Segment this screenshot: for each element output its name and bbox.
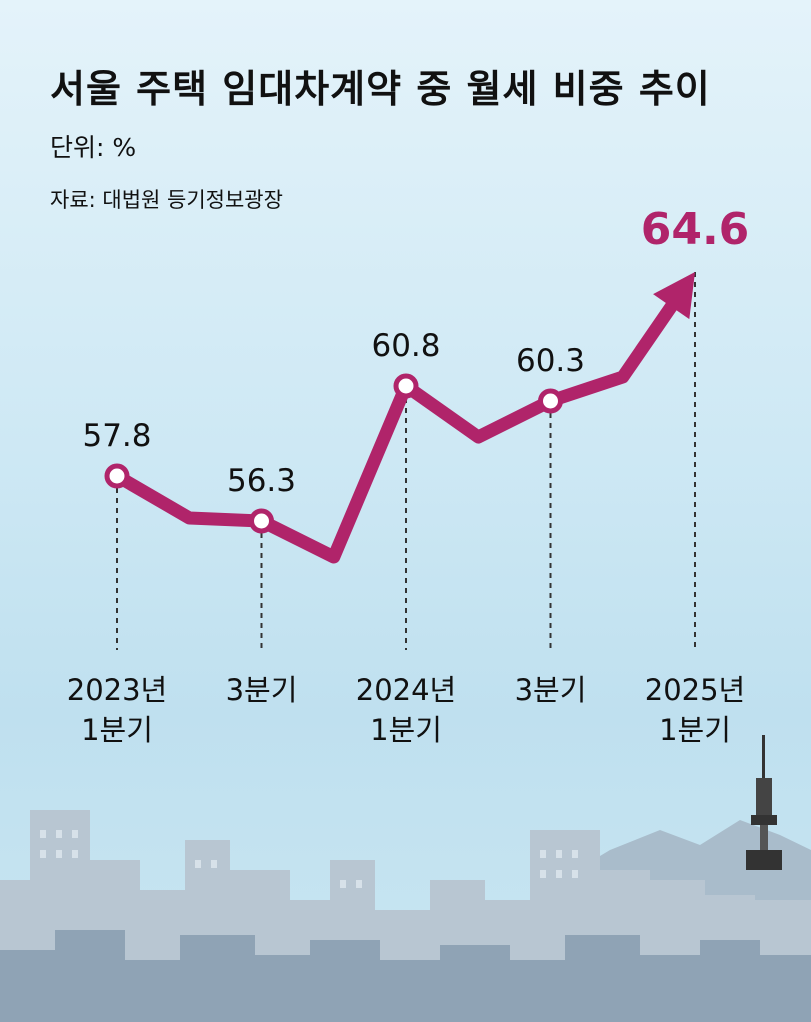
data-point-marker xyxy=(538,388,563,414)
category-label: 1분기 xyxy=(659,713,731,747)
category-label: 1분기 xyxy=(370,713,442,747)
category-label: 2024년 xyxy=(356,673,456,707)
data-point-marker xyxy=(249,508,274,534)
seoul-tower-icon xyxy=(746,735,782,870)
city-skyline-illustration xyxy=(0,735,811,1022)
value-label: 56.3 xyxy=(227,463,296,499)
arrowhead xyxy=(653,272,695,320)
category-label: 2023년 xyxy=(67,673,167,707)
category-label: 3분기 xyxy=(515,673,587,707)
unit-label: 단위: % xyxy=(50,133,137,162)
value-label: 60.3 xyxy=(516,343,585,379)
chart-title: 서울 주택 임대차계약 중 월세 비중 추이 xyxy=(50,67,711,111)
source-label: 자료: 대법원 등기정보광장 xyxy=(50,188,283,212)
category-label: 1분기 xyxy=(81,713,153,747)
value-label: 60.8 xyxy=(371,328,440,364)
category-label: 2025년 xyxy=(645,673,745,707)
data-point-marker xyxy=(393,373,419,399)
category-label: 3분기 xyxy=(226,673,298,707)
data-point-marker xyxy=(104,463,130,489)
highlight-value-label: 64.6 xyxy=(641,204,750,255)
value-label: 57.8 xyxy=(82,418,151,454)
